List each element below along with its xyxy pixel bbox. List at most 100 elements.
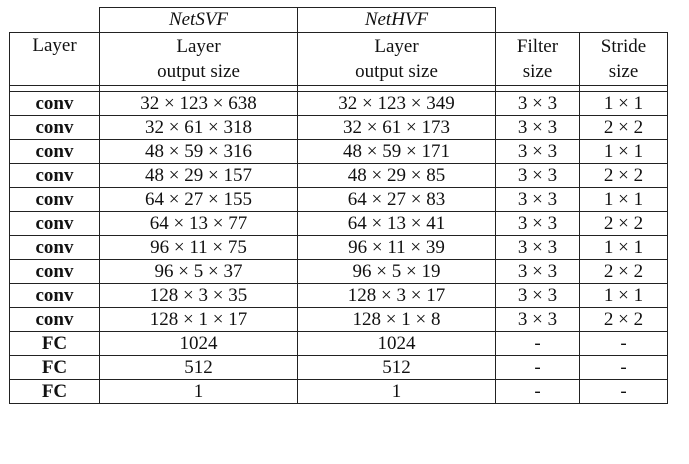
filter-size-cell: 3 × 3 <box>495 139 580 164</box>
filter-size-cell: 3 × 3 <box>495 211 580 236</box>
hvf-output-size-cell: 96 × 11 × 39 <box>297 235 496 260</box>
table-row: FC 512 512- - <box>9 355 668 380</box>
filter-size-cell: 3 × 3 <box>495 259 580 284</box>
hvf-output-size-cell: 128 × 1 × 8 <box>297 307 496 332</box>
table-row: FC 1 1- - <box>9 379 668 404</box>
filter-size-cell: - <box>495 379 580 404</box>
stride-size-cell: - <box>579 331 668 356</box>
hvf-output-size-cell: 512 <box>297 355 496 380</box>
stride-size-cell: 1 × 1 <box>579 91 668 116</box>
hvf-output-size-cell: 32 × 123 × 349 <box>297 91 496 116</box>
stride-size-cell: 2 × 2 <box>579 115 668 140</box>
stride-size-cell: 2 × 2 <box>579 307 668 332</box>
col-header-stride-size: Stride size <box>579 32 668 86</box>
layer-cell: FC <box>9 331 100 356</box>
filter-size-cell: 3 × 3 <box>495 115 580 140</box>
empty-group-cell <box>579 7 668 33</box>
svf-output-size-cell: 64 × 27 × 155 <box>99 187 298 212</box>
filter-size-cell: 3 × 3 <box>495 307 580 332</box>
layer-cell: conv <box>9 235 100 260</box>
col-header-line: size <box>608 61 639 82</box>
hvf-output-size-cell: 48 × 29 × 85 <box>297 163 496 188</box>
col-header-line: Layer <box>176 36 221 57</box>
svf-output-size-cell: 48 × 29 × 157 <box>99 163 298 188</box>
hvf-output-size-cell: 1 <box>297 379 496 404</box>
filter-size-cell: 3 × 3 <box>495 283 580 308</box>
stride-size-cell: 1 × 1 <box>579 187 668 212</box>
stride-size-cell: 1 × 1 <box>579 235 668 260</box>
stride-size-cell: - <box>579 379 668 404</box>
hvf-output-size-cell: 1024 <box>297 331 496 356</box>
stride-size-cell: 2 × 2 <box>579 211 668 236</box>
hvf-output-size-cell: 64 × 13 × 41 <box>297 211 496 236</box>
svf-output-size-cell: 32 × 123 × 638 <box>99 91 298 116</box>
col-header-hvf-output-size: Layer output size <box>297 32 496 86</box>
empty-group-cell <box>495 7 580 33</box>
group-header-netsvf: NetSVF <box>99 7 298 33</box>
col-header-layer: Layer <box>9 32 100 86</box>
layer-cell: conv <box>9 211 100 236</box>
svf-output-size-cell: 48 × 59 × 316 <box>99 139 298 164</box>
col-header-line: size <box>522 61 553 82</box>
layer-cell: conv <box>9 259 100 284</box>
svf-output-size-cell: 1024 <box>99 331 298 356</box>
layer-cell: FC <box>9 379 100 404</box>
group-header-nethvf: NetHVF <box>297 7 496 33</box>
stride-size-cell: 1 × 1 <box>579 139 668 164</box>
layer-cell: conv <box>9 307 100 332</box>
col-header-line: output size <box>355 61 438 82</box>
architecture-table: NetSVF NetHVF Layer Layer output size La… <box>9 7 668 404</box>
filter-size-cell: 3 × 3 <box>495 163 580 188</box>
svf-output-size-cell: 96 × 5 × 37 <box>99 259 298 284</box>
filter-size-cell: - <box>495 331 580 356</box>
svf-output-size-cell: 128 × 3 × 35 <box>99 283 298 308</box>
svf-output-size-cell: 96 × 11 × 75 <box>99 235 298 260</box>
layer-cell: conv <box>9 139 100 164</box>
svf-output-size-cell: 1 <box>99 379 298 404</box>
layer-cell: conv <box>9 163 100 188</box>
stride-size-cell: 2 × 2 <box>579 163 668 188</box>
svf-output-size-cell: 512 <box>99 355 298 380</box>
svf-output-size-cell: 32 × 61 × 318 <box>99 115 298 140</box>
layer-cell: conv <box>9 187 100 212</box>
svf-output-size-cell: 64 × 13 × 77 <box>99 211 298 236</box>
col-header-line: Stride <box>600 36 647 57</box>
hvf-output-size-cell: 96 × 5 × 19 <box>297 259 496 284</box>
hvf-output-size-cell: 64 × 27 × 83 <box>297 187 496 212</box>
filter-size-cell: 3 × 3 <box>495 91 580 116</box>
hvf-output-size-cell: 128 × 3 × 17 <box>297 283 496 308</box>
layer-cell: conv <box>9 91 100 116</box>
hvf-output-size-cell: 48 × 59 × 171 <box>297 139 496 164</box>
group-header-row: NetSVF NetHVF <box>9 7 668 33</box>
empty-corner-cell <box>9 7 100 33</box>
svf-output-size-cell: 128 × 1 × 17 <box>99 307 298 332</box>
filter-size-cell: 3 × 3 <box>495 187 580 212</box>
stride-size-cell: 1 × 1 <box>579 283 668 308</box>
filter-size-cell: 3 × 3 <box>495 235 580 260</box>
hvf-output-size-cell: 32 × 61 × 173 <box>297 115 496 140</box>
filter-size-cell: - <box>495 355 580 380</box>
column-header-row: Layer Layer output size Layer output siz… <box>9 32 668 86</box>
col-header-line: output size <box>157 61 240 82</box>
stride-size-cell: - <box>579 355 668 380</box>
table-row: FC 1024 1024- - <box>9 331 668 356</box>
col-header-line: Layer <box>374 36 419 57</box>
col-header-filter-size: Filter size <box>495 32 580 86</box>
layer-cell: conv <box>9 283 100 308</box>
col-header-svf-output-size: Layer output size <box>99 32 298 86</box>
stride-size-cell: 2 × 2 <box>579 259 668 284</box>
col-header-line: Filter <box>516 36 559 57</box>
layer-cell: FC <box>9 355 100 380</box>
layer-cell: conv <box>9 115 100 140</box>
